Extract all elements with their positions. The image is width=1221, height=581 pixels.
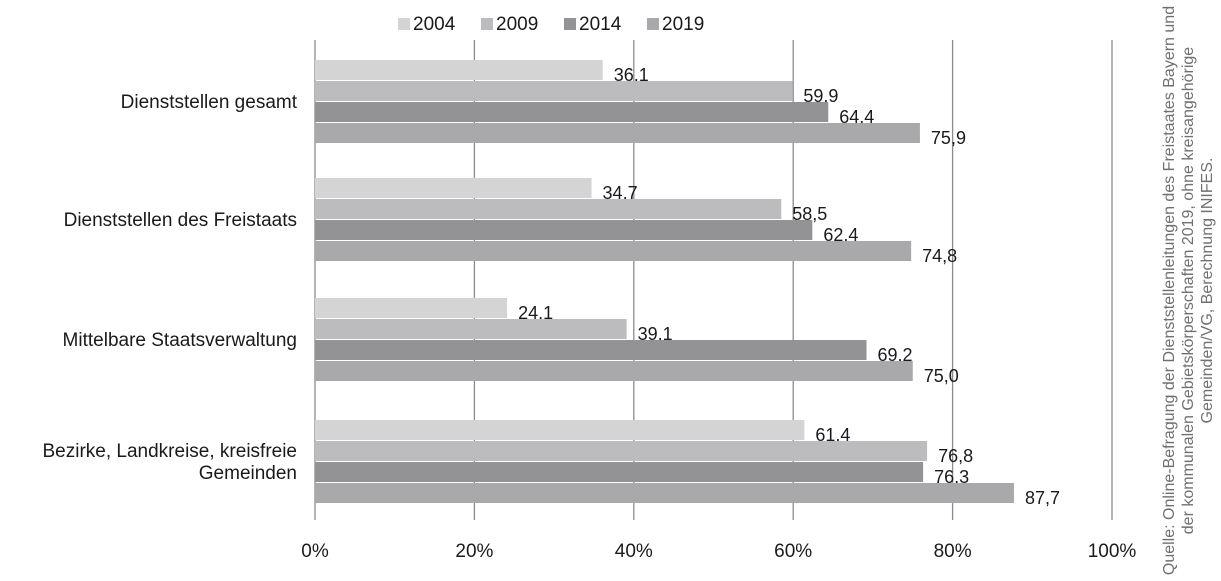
legend-label: 2019 bbox=[662, 14, 704, 35]
data-label: 39,1 bbox=[638, 324, 673, 344]
legend-label: 2014 bbox=[579, 14, 622, 35]
x-tick-label: 60% bbox=[774, 541, 812, 562]
category-label: Dienststellen gesamt bbox=[121, 92, 298, 113]
bar bbox=[315, 123, 920, 143]
bar bbox=[315, 199, 782, 219]
data-label: 75,0 bbox=[924, 366, 959, 386]
legend-swatch bbox=[398, 18, 410, 30]
bar bbox=[315, 220, 813, 240]
category-label: Dienststellen des Freistaats bbox=[64, 210, 297, 231]
legend-swatch bbox=[647, 18, 659, 30]
x-tick-label: 0% bbox=[301, 541, 329, 562]
data-label: 34,7 bbox=[603, 183, 638, 203]
x-tick-label: 80% bbox=[934, 541, 972, 562]
data-label: 24,1 bbox=[518, 303, 553, 323]
data-label: 76,3 bbox=[934, 467, 969, 487]
bar bbox=[315, 340, 867, 360]
source-note: Quelle: Online-Befragung der Dienststell… bbox=[1161, 5, 1216, 576]
data-label: 58,5 bbox=[792, 204, 827, 224]
data-label: 36,1 bbox=[614, 65, 649, 85]
data-label: 61,4 bbox=[815, 425, 850, 445]
data-label: 59,9 bbox=[803, 86, 838, 106]
x-tick-label: 20% bbox=[455, 541, 493, 562]
bar bbox=[315, 361, 913, 381]
bar bbox=[315, 102, 829, 122]
legend-swatch bbox=[481, 18, 493, 30]
x-tick-label: 100% bbox=[1088, 541, 1137, 562]
data-label: 69,2 bbox=[878, 345, 913, 365]
legend-label: 2009 bbox=[496, 14, 538, 35]
x-tick-label: 40% bbox=[615, 541, 653, 562]
bar bbox=[315, 241, 912, 261]
legend-label: 2004 bbox=[413, 14, 456, 35]
bar bbox=[315, 319, 627, 339]
bar bbox=[315, 483, 1014, 503]
category-label: Bezirke, Landkreise, kreisfreie bbox=[43, 441, 298, 462]
bar bbox=[315, 81, 793, 101]
data-label: 75,9 bbox=[931, 128, 966, 148]
data-label: 64,4 bbox=[839, 107, 874, 127]
bar bbox=[315, 441, 928, 461]
data-label: 76,8 bbox=[938, 446, 973, 466]
data-label: 74,8 bbox=[922, 246, 957, 266]
category-label: Mittelbare Staatsverwaltung bbox=[63, 330, 297, 351]
bar bbox=[315, 178, 592, 198]
legend-swatch bbox=[564, 18, 576, 30]
data-label: 87,7 bbox=[1025, 488, 1060, 508]
bar bbox=[315, 298, 508, 318]
category-label: Gemeinden bbox=[199, 463, 297, 484]
bar bbox=[315, 420, 805, 440]
bar bbox=[315, 60, 603, 80]
bar bbox=[315, 462, 924, 482]
data-label: 62,4 bbox=[823, 225, 858, 245]
